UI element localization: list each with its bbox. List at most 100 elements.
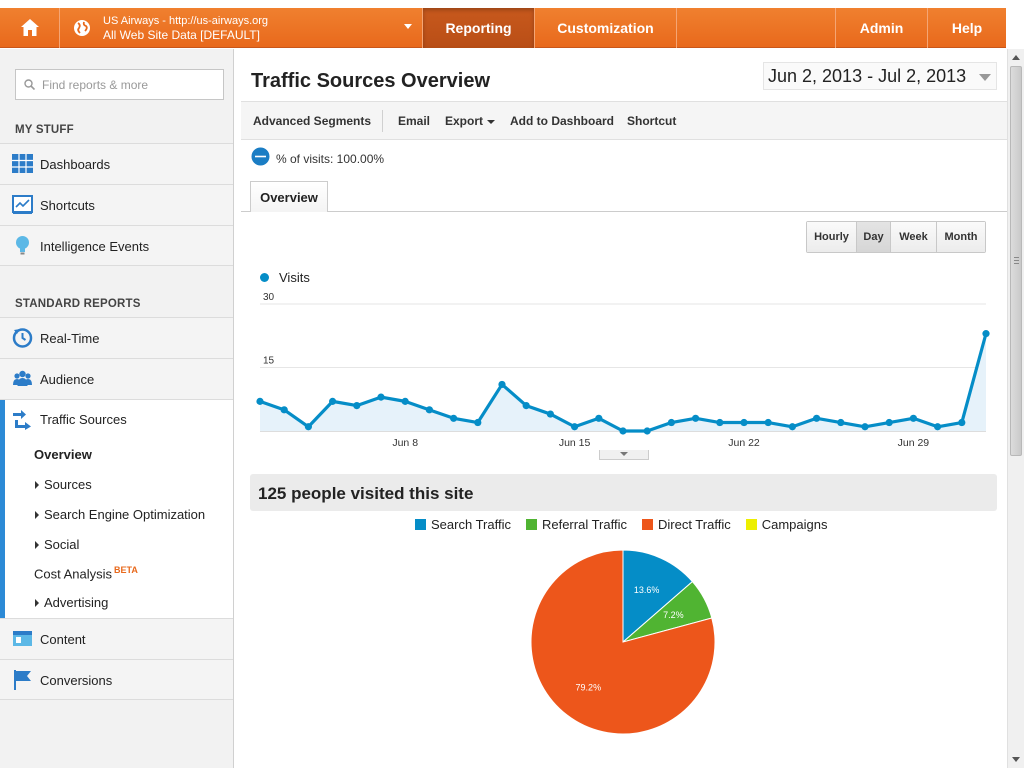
sidebar-item-label: Real-Time	[40, 331, 100, 346]
visits-point[interactable]	[571, 423, 579, 431]
tab-help[interactable]: Help	[951, 20, 983, 36]
tab-customization[interactable]: Customization	[535, 8, 677, 48]
scroll-down-arrow-icon[interactable]	[1012, 757, 1020, 762]
sidebar-subitem-advertising[interactable]: Advertising	[34, 595, 109, 610]
legend-swatch	[745, 519, 757, 530]
sidebar-item-label: Dashboards	[40, 157, 111, 172]
sidebar-item-real-time[interactable]: Real-Time	[0, 317, 233, 358]
visits-point[interactable]	[256, 397, 264, 405]
segment-summary: % of visits: 100.00%	[276, 152, 385, 166]
sidebar-item-traffic-sources[interactable]: Traffic Sources	[0, 400, 233, 440]
visits-point[interactable]	[788, 423, 797, 431]
visits-point[interactable]	[667, 418, 675, 427]
visits-point[interactable]	[813, 414, 821, 422]
chevron-down-icon	[404, 24, 412, 29]
sidebar: MY STUFF Dashboards Shortcuts Intelligen…	[0, 49, 234, 768]
y-tick-label: 15	[263, 356, 275, 367]
week-button[interactable]: Week	[891, 222, 937, 252]
home-button[interactable]	[0, 8, 60, 48]
month-button[interactable]: Month	[937, 222, 985, 252]
pie-legend: Search Traffic Referral Traffic Direct Tra…	[415, 517, 842, 532]
visits-point[interactable]	[643, 427, 651, 435]
tab-admin[interactable]: Admin	[835, 8, 928, 48]
visits-point[interactable]	[425, 406, 433, 414]
visits-point[interactable]	[861, 423, 869, 431]
chart-collapse-toggle[interactable]	[599, 450, 649, 460]
cost-analysis-label: Cost Analysis	[34, 566, 113, 582]
visits-point[interactable]	[619, 427, 627, 435]
visits-point[interactable]	[837, 418, 845, 427]
visits-point[interactable]	[909, 414, 918, 422]
visits-point[interactable]	[401, 397, 409, 405]
legend-swatch	[415, 519, 426, 530]
standard-reports-heading: STANDARD REPORTS	[15, 298, 141, 310]
sidebar-subitem-sources[interactable]: Sources	[35, 477, 92, 492]
chevron-down-icon	[487, 119, 496, 124]
visits-point[interactable]	[982, 330, 990, 338]
sidebar-subitem-social[interactable]: Social	[34, 537, 80, 552]
lightbulb-icon	[16, 236, 29, 255]
sidebar-subitem-overview[interactable]: Overview	[34, 447, 92, 462]
sidebar-item-conversions[interactable]: Conversions	[0, 659, 233, 700]
sidebar-item-audience[interactable]: Audience	[0, 358, 233, 399]
visits-point[interactable]	[522, 402, 530, 410]
search-input[interactable]	[42, 76, 217, 94]
visits-point[interactable]	[546, 410, 554, 418]
visits-point[interactable]	[934, 423, 942, 431]
x-tick-label: Jun 8	[392, 437, 418, 449]
pie-legend-item[interactable]: Direct Traffic	[641, 517, 731, 532]
email-button[interactable]: Email	[398, 114, 431, 128]
account-profile-selector[interactable]: US Airways - http://us-airways.org All W…	[61, 8, 423, 48]
pie-slice[interactable]	[530, 549, 716, 735]
home-icon	[20, 19, 39, 36]
day-button[interactable]: Day	[857, 222, 891, 252]
legend-swatch	[641, 519, 653, 530]
report-search[interactable]	[15, 69, 224, 100]
visits-point[interactable]	[958, 418, 966, 427]
export-button[interactable]: Export	[445, 114, 496, 128]
scrollbar-thumb[interactable]	[1010, 66, 1022, 456]
sidebar-subitem-seo[interactable]: Search Engine Optimization	[34, 507, 206, 522]
visits-point[interactable]	[740, 418, 748, 427]
tab-overview[interactable]: Overview	[250, 181, 328, 212]
visits-point[interactable]	[692, 414, 700, 422]
pie-legend-item[interactable]: Campaigns	[745, 517, 827, 532]
sidebar-subitem-cost-analysis[interactable]: Cost Analysis BETA	[34, 565, 138, 581]
sidebar-item-label: Traffic Sources	[40, 412, 127, 427]
vertical-scrollbar[interactable]	[1007, 49, 1024, 768]
tab-reporting[interactable]: Reporting	[423, 8, 535, 48]
advanced-segments-button[interactable]: Advanced Segments	[253, 114, 372, 128]
visits-point[interactable]	[474, 418, 482, 427]
sidebar-item-label: Audience	[40, 372, 95, 387]
visits-point[interactable]	[450, 414, 458, 422]
visits-point[interactable]	[304, 423, 312, 431]
visits-point[interactable]	[885, 418, 893, 427]
globe-icon	[74, 20, 90, 36]
visits-point[interactable]	[498, 380, 506, 389]
sidebar-item-label: Shortcuts	[40, 198, 95, 213]
shortcut-button[interactable]: Shortcut	[627, 114, 677, 128]
scroll-up-arrow-icon[interactable]	[1012, 55, 1020, 60]
visits-point[interactable]	[716, 418, 724, 427]
sidebar-item-dashboards[interactable]: Dashboards	[0, 143, 233, 184]
shortcuts-icon	[12, 195, 33, 214]
date-range-picker[interactable]: Jun 2, 2013 - Jul 2, 2013	[763, 62, 997, 90]
sidebar-item-intelligence-events[interactable]: Intelligence Events	[0, 225, 233, 266]
visits-point[interactable]	[377, 393, 385, 401]
add-to-dashboard-button[interactable]: Add to Dashboard	[510, 114, 614, 128]
profile-account-name: US Airways - http://us-airways.org	[103, 15, 269, 27]
pie-legend-item[interactable]: Referral Traffic	[525, 517, 627, 532]
visits-point[interactable]	[280, 406, 288, 414]
sidebar-item-label: Content	[40, 632, 86, 647]
visits-point[interactable]	[764, 418, 772, 427]
visits-point[interactable]	[595, 414, 603, 422]
pie-legend-item[interactable]: Search Traffic	[415, 517, 511, 532]
report-main-panel: Traffic Sources Overview Jun 2, 2013 - J…	[241, 49, 1007, 768]
sidebar-item-content[interactable]: Content	[0, 618, 233, 659]
pie-slice[interactable]	[622, 549, 694, 644]
visits-point[interactable]	[353, 402, 361, 410]
hourly-button[interactable]: Hourly	[807, 222, 857, 252]
pie-slice-label: 79.2%	[576, 682, 602, 692]
sidebar-item-shortcuts[interactable]: Shortcuts	[0, 184, 233, 225]
visits-point[interactable]	[329, 397, 337, 405]
